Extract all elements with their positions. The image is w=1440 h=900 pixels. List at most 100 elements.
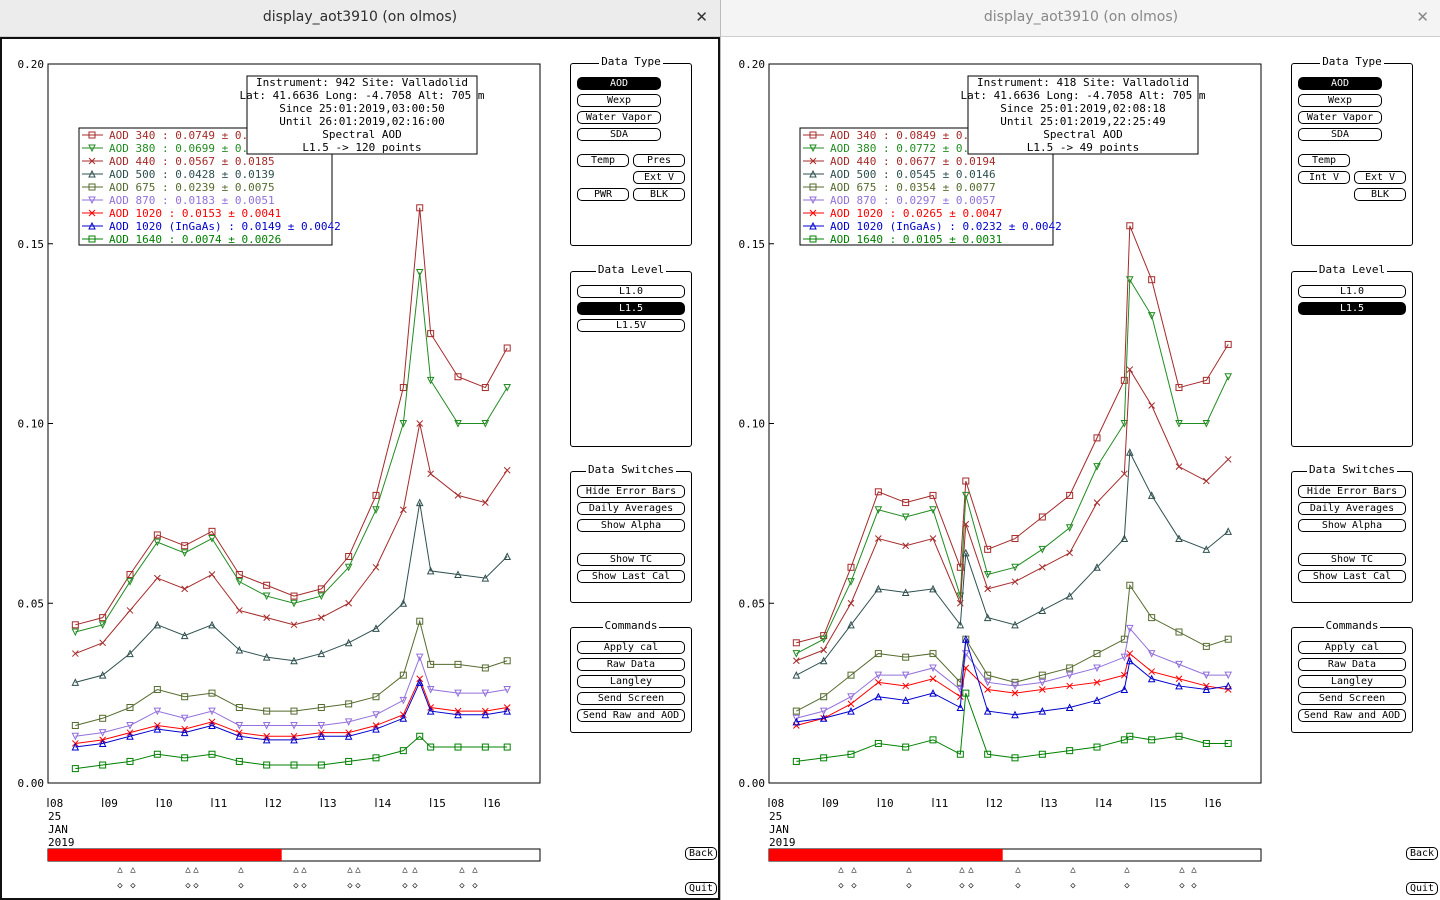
x-tick-label: 09 <box>826 797 839 810</box>
data-point <box>1224 373 1233 381</box>
data-point <box>847 599 855 607</box>
data-point <box>481 573 490 582</box>
data-type-aod-button[interactable]: AOD <box>577 77 661 90</box>
data-type-temp-button[interactable]: Temp <box>577 154 629 167</box>
back-button[interactable]: Back <box>685 847 717 860</box>
data-type-blk-button[interactable]: BLK <box>633 188 685 201</box>
data-point <box>1126 650 1134 657</box>
data-type-ext-v-button[interactable]: Ext V <box>633 171 685 184</box>
langley-button[interactable]: Langley <box>577 675 685 688</box>
content-area: 0.20 0.15 0.10 0.05 0.00 08 09 10 11 12 13 14 15 16 25… <box>0 37 720 900</box>
data-point <box>1126 581 1134 589</box>
progress-fill <box>769 849 1003 861</box>
data-point <box>1224 527 1233 535</box>
send-raw-and-aod-button[interactable]: Send Raw and AOD <box>577 709 685 722</box>
data-level-l1-5v-button[interactable]: L1.5V <box>577 319 685 332</box>
time-marker: △ <box>347 865 353 875</box>
data-point <box>874 488 882 496</box>
window-title: display_aot3910 (on olmos) <box>262 9 458 25</box>
data-point <box>1175 660 1183 669</box>
data-type-pwr-button[interactable]: PWR <box>577 188 629 201</box>
send-screen-button[interactable]: Send Screen <box>577 692 685 705</box>
data-point <box>426 706 435 715</box>
data-point <box>874 671 883 680</box>
data-point <box>1011 620 1019 629</box>
data-point <box>290 599 298 608</box>
content-area: 0.20 0.15 0.10 0.05 0.00 08 09 10 11 12 13 14 15 16 25… <box>721 37 1440 900</box>
data-level-l1-5-button[interactable]: L1.5 <box>1298 302 1406 315</box>
data-type-sda-button[interactable]: SDA <box>577 128 661 141</box>
panel-title: Data Switches <box>571 463 691 477</box>
time-marker: △ <box>293 865 299 875</box>
show-alpha-button[interactable]: Show Alpha <box>577 519 685 532</box>
data-point <box>962 689 970 697</box>
quit-button[interactable]: Quit <box>1406 882 1438 895</box>
aod-chart: 0.20 0.15 0.10 0.05 0.00 08 09 10 11 12 13 14 15 16 25… <box>739 58 1262 891</box>
data-point <box>1147 650 1156 658</box>
raw-data-button[interactable]: Raw Data <box>577 658 685 671</box>
legend-entry: AOD 1020 : 0.0265 ± 0.0047 <box>830 207 1002 220</box>
time-marker: △ <box>1070 865 1076 875</box>
data-point <box>874 506 883 514</box>
data-level-l1-0-button[interactable]: L1.0 <box>1298 285 1406 298</box>
daily-averages-button[interactable]: Daily Averages <box>577 502 685 515</box>
data-level-l1-0-button[interactable]: L1.0 <box>577 285 685 298</box>
data-type-wexp-button[interactable]: Wexp <box>577 94 661 107</box>
data-point <box>809 169 817 178</box>
series-line <box>75 207 508 626</box>
series-aod-340 <box>792 222 1232 647</box>
data-type-wexp-button[interactable]: Wexp <box>1298 94 1382 107</box>
data-type-water-vapor-button[interactable]: Water Vapor <box>1298 111 1382 124</box>
panel-commands: Commands Apply cal Raw Data Langley Send Scr… <box>570 619 692 733</box>
back-button[interactable]: Back <box>1406 847 1438 860</box>
data-point <box>847 671 855 679</box>
show-tc-button[interactable]: Show TC <box>577 553 685 566</box>
hide-error-bars-button[interactable]: Hide Error Bars <box>1298 485 1406 498</box>
hide-error-bars-button[interactable]: Hide Error Bars <box>577 485 685 498</box>
data-point <box>454 492 462 499</box>
data-type-aod-button[interactable]: AOD <box>1298 77 1382 90</box>
data-point <box>503 552 512 561</box>
langley-button[interactable]: Langley <box>1298 675 1406 688</box>
send-screen-button[interactable]: Send Screen <box>1298 692 1406 705</box>
apply-cal-button[interactable]: Apply cal <box>1298 641 1406 654</box>
legend-entry: AOD 1020 : 0.0153 ± 0.0041 <box>109 207 281 220</box>
data-point <box>88 209 96 217</box>
data-point <box>1224 671 1233 680</box>
show-last-cal-button[interactable]: Show Last Cal <box>577 570 685 583</box>
data-type-int-v-button[interactable]: Int V <box>1298 171 1350 184</box>
data-point <box>1147 312 1156 320</box>
data-point <box>847 578 855 586</box>
data-point <box>1147 674 1156 683</box>
data-point <box>98 621 107 629</box>
data-level-l1-5-button[interactable]: L1.5 <box>577 302 685 315</box>
send-raw-and-aod-button[interactable]: Send Raw and AOD <box>1298 709 1406 722</box>
data-point <box>956 592 965 601</box>
data-point <box>1065 671 1074 680</box>
data-type-sda-button[interactable]: SDA <box>1298 128 1382 141</box>
quit-button[interactable]: Quit <box>685 882 717 895</box>
apply-cal-button[interactable]: Apply cal <box>577 641 685 654</box>
raw-data-button[interactable]: Raw Data <box>1298 658 1406 671</box>
panel-title-text: Data Level <box>1316 263 1388 276</box>
time-marker: ◇ <box>238 881 244 891</box>
data-point <box>929 650 937 658</box>
data-point <box>399 747 407 755</box>
data-type-temp-button[interactable]: Temp <box>1298 154 1350 167</box>
daily-averages-button[interactable]: Daily Averages <box>1298 502 1406 515</box>
close-icon[interactable]: ✕ <box>695 8 708 26</box>
data-type-pres-button[interactable]: Pres <box>633 154 685 167</box>
series-aod-1640 <box>71 732 511 773</box>
data-point <box>126 570 134 578</box>
show-last-cal-button[interactable]: Show Last Cal <box>1298 570 1406 583</box>
data-type-ext-v-button[interactable]: Ext V <box>1354 171 1406 184</box>
data-type-blk-button[interactable]: BLK <box>1354 188 1406 201</box>
data-point <box>344 718 353 727</box>
close-icon[interactable]: ✕ <box>1416 8 1429 26</box>
x-tick-label: 10 <box>159 797 172 810</box>
data-point <box>874 584 883 593</box>
show-tc-button[interactable]: Show TC <box>1298 553 1406 566</box>
data-point <box>1148 668 1156 675</box>
data-type-water-vapor-button[interactable]: Water Vapor <box>577 111 661 124</box>
show-alpha-button[interactable]: Show Alpha <box>1298 519 1406 532</box>
